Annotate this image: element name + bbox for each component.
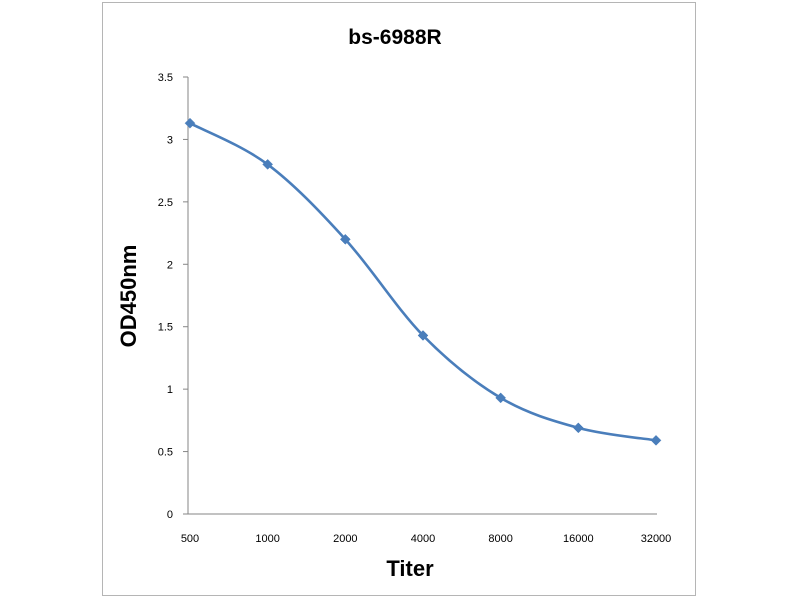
y-tick-marks: [183, 76, 188, 515]
x-tick-label: 500: [181, 533, 199, 545]
series-line: [188, 121, 658, 442]
x-tick-label: 1000: [255, 533, 279, 545]
plot-area: [184, 117, 662, 446]
data-point-marker: [417, 330, 429, 341]
y-tick-label: 2.5: [158, 197, 173, 209]
data-point-marker: [495, 392, 507, 404]
x-tick-label: 16000: [563, 533, 594, 545]
x-tick-label: 2000: [333, 533, 357, 545]
chart-frame: [102, 2, 696, 596]
x-tick-label: 8000: [488, 533, 512, 545]
data-point-marker: [262, 159, 274, 170]
data-point-marker: [650, 434, 662, 446]
y-tick-label: 2: [167, 259, 173, 271]
x-tick-labels: 500 1000 2000 4000 8000 16000 32000: [181, 533, 671, 545]
data-point-marker: [339, 233, 351, 245]
data-point-marker: [572, 422, 584, 434]
y-tick-label: 1.5: [158, 322, 173, 334]
y-tick-label: 1: [167, 384, 173, 396]
x-axis-title: Titer: [386, 556, 434, 581]
y-tick-label: 0.5: [158, 447, 173, 459]
y-tick-label: 3.5: [158, 72, 173, 84]
x-tick-label: 4000: [411, 533, 435, 545]
y-tick-label: 3: [167, 134, 173, 146]
y-tick-label: 0: [167, 509, 173, 521]
x-tick-label: 32000: [641, 533, 672, 545]
chart-title: bs-6988R: [348, 26, 441, 49]
y-axis-title: OD450nm: [116, 245, 141, 348]
y-axis: 0 0.5 1 1.5 2 2.5 3 3.5: [158, 72, 189, 521]
x-axis: 500 1000 2000 4000 8000 16000 32000: [181, 513, 671, 545]
data-point-marker: [184, 117, 196, 129]
y-tick-labels: 0 0.5 1 1.5 2 2.5 3 3.5: [158, 72, 173, 521]
